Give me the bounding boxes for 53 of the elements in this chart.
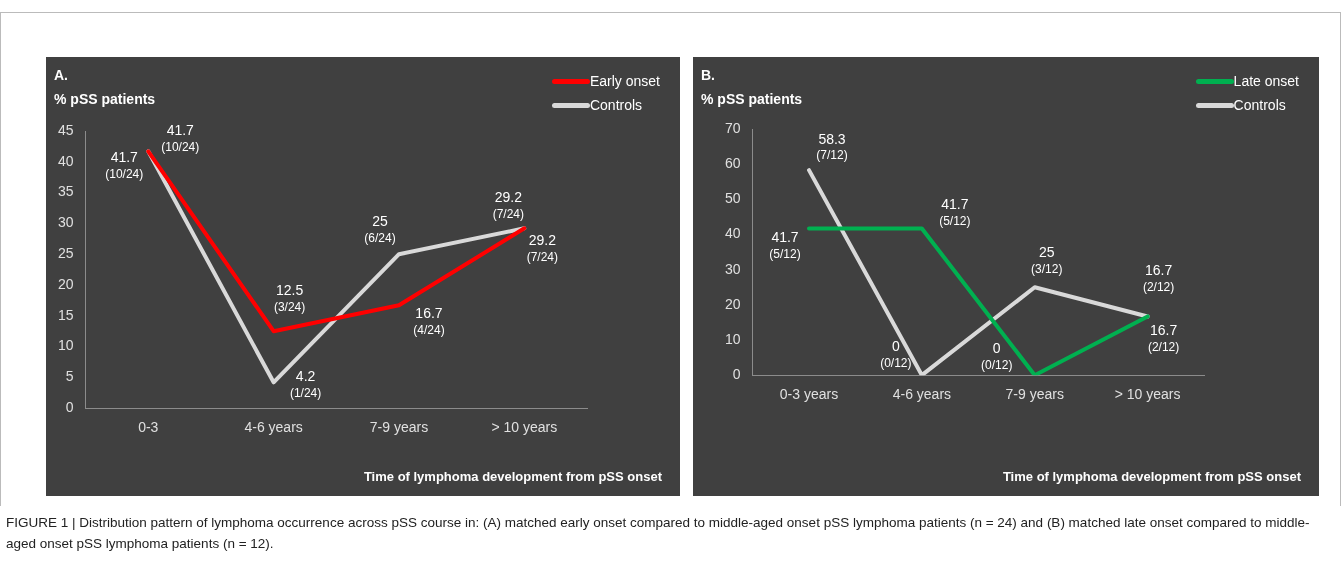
legend-label: Controls: [589, 97, 643, 113]
data-label: 0 (0/12): [981, 340, 1013, 372]
caption: FIGURE 1 | Distribution pattern of lymphoma occurrence across pSS course in: (A) matched early onset compared to middle-aged onset pSS lymphoma patients (n = 24) and (B) matched late onset compared to middle-aged onset pSS lymphoma patients (n = 12).: [6, 514, 1311, 553]
data-label: 16.7 (2/12): [1147, 322, 1180, 354]
data-label: 4.2 (1/24): [289, 368, 322, 400]
y-tick-label: 45: [57, 121, 74, 138]
data-label: 29.2 (7/24): [492, 189, 524, 221]
y-tick-label: 5: [65, 368, 74, 385]
data-label: 25 (6/24): [364, 213, 396, 245]
x-tick-label: > 10 years: [491, 419, 558, 436]
y-tick-label: 0: [732, 366, 741, 383]
data-label: 41.7 (10/24): [161, 122, 200, 154]
y-tick-label: 15: [57, 306, 74, 323]
data-label: 16.7 (2/12): [1142, 262, 1175, 294]
data-label: 41.7 (10/24): [105, 149, 144, 181]
data-label: 29.2 (7/24): [526, 232, 558, 264]
y-tick-label: 20: [57, 275, 74, 292]
chart-title: A.: [54, 67, 68, 83]
x-tick-label: 7-9 years: [1005, 386, 1064, 403]
x-tick-label: 4-6 years: [244, 419, 303, 436]
y-tick-label: 40: [57, 152, 74, 169]
y-tick-label: 30: [57, 214, 74, 231]
y-tick-label: 25: [57, 245, 74, 262]
legend-label: Late onset: [1233, 73, 1299, 89]
y-axis-title: % pSS patients: [54, 91, 156, 107]
x-tick-label: 7-9 years: [369, 419, 429, 436]
y-tick-label: 20: [724, 295, 741, 312]
y-tick-label: 10: [57, 337, 74, 354]
y-tick-label: 35: [57, 183, 74, 200]
chart-title: B.: [701, 67, 715, 83]
y-tick-label: 40: [724, 225, 741, 242]
x-tick-label: 0-3: [138, 419, 159, 436]
data-label: 12.5 (3/24): [273, 282, 306, 314]
y-axis-title: % pSS patients: [701, 91, 803, 107]
y-tick-label: 30: [724, 260, 741, 277]
y-tick-label: 0: [65, 399, 74, 416]
y-tick-label: 50: [724, 190, 741, 207]
legend-label: Controls: [1233, 97, 1286, 113]
x-axis-title: Time of lymphoma development from pSS onset: [1002, 469, 1301, 484]
data-label: 0 (0/12): [880, 338, 912, 370]
x-tick-label: 0-3 years: [779, 386, 839, 403]
data-label: 16.7 (4/24): [413, 305, 445, 337]
data-label: 25 (3/12): [1031, 244, 1063, 276]
x-axis-title: Time of lymphoma development from pSS onset: [363, 469, 662, 484]
data-label: 41.7 (5/12): [769, 229, 801, 261]
y-tick-label: 60: [724, 155, 741, 172]
data-label: 41.7 (5/12): [939, 196, 971, 228]
x-tick-label: 4-6 years: [892, 386, 952, 403]
data-label: 58.3 (7/12): [816, 131, 848, 163]
y-tick-label: 70: [724, 119, 741, 136]
x-tick-label: > 10 years: [1114, 386, 1181, 403]
legend-label: Early onset: [589, 73, 660, 89]
y-tick-label: 10: [724, 330, 741, 347]
